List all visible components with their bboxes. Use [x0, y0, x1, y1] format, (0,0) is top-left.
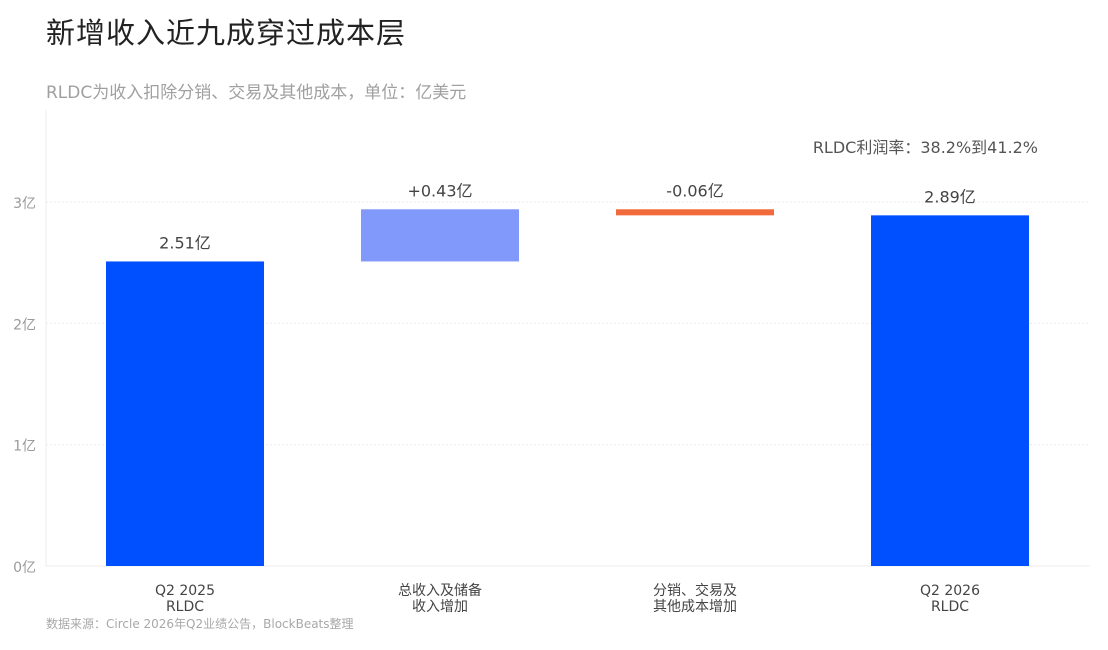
y-tick-label: 0亿	[13, 560, 36, 576]
y-tick-label: 2亿	[13, 317, 36, 333]
chart-title: 新增收入近九成穿过成本层	[46, 16, 407, 50]
margin-note: RLDC利润率：38.2%到41.2%	[812, 138, 1038, 157]
bar-value-label: 2.89亿	[924, 187, 976, 206]
y-tick-label: 1亿	[13, 439, 36, 455]
bar-value-label: -0.06亿	[666, 181, 723, 200]
chart-subtitle: RLDC为收入扣除分销、交易及其他成本，单位：亿美元	[46, 83, 467, 103]
bar-value-label: +0.43亿	[407, 181, 472, 200]
y-tick-label: 3亿	[13, 196, 36, 212]
x-category-label: 总收入及储备	[398, 582, 482, 599]
x-category-label: Q2 2025	[155, 583, 215, 599]
bar-total	[106, 261, 264, 566]
x-category-label: Q2 2026	[920, 583, 980, 599]
bar-decrease	[616, 209, 774, 216]
bar-increase	[361, 209, 519, 262]
x-category-label: 收入增加	[412, 599, 468, 615]
x-category-label: 分销、交易及	[653, 582, 737, 599]
x-category-label: 其他成本增加	[653, 599, 737, 615]
bar-total	[871, 215, 1029, 566]
x-category-label: RLDC	[166, 599, 204, 615]
bar-value-label: 2.51亿	[159, 233, 211, 252]
data-source: 数据来源：Circle 2026年Q2业绩公告，BlockBeats整理	[46, 617, 354, 631]
x-category-label: RLDC	[931, 599, 969, 615]
